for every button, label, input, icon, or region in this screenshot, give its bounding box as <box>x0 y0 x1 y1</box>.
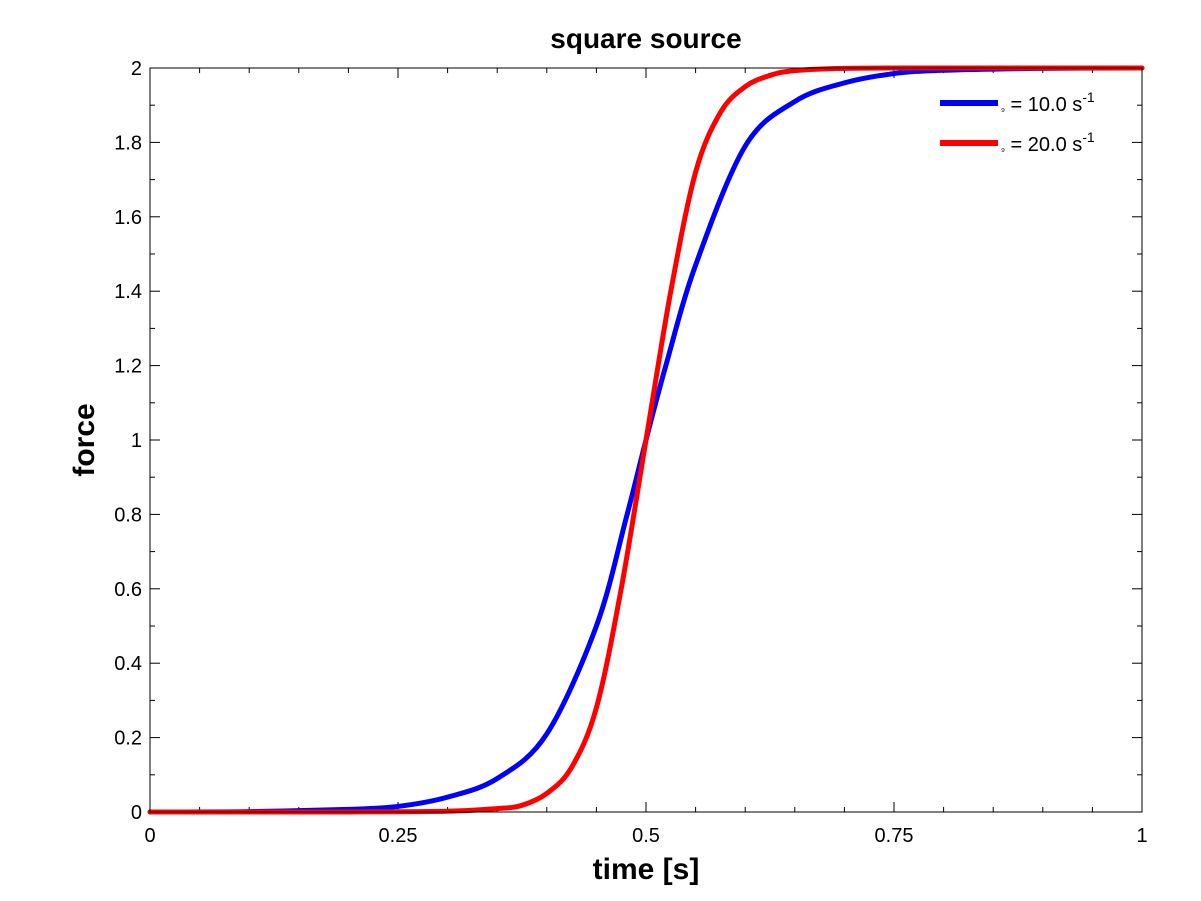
chart-title: square source <box>550 23 741 54</box>
y-tick-label: 1.2 <box>114 356 142 378</box>
x-tick-label: 0.5 <box>632 825 660 847</box>
plot-frame <box>149 67 1143 813</box>
x-axis-label: time [s] <box>593 853 700 886</box>
x-tick-labels: 0 0.25 0.5 0.75 1 <box>144 825 1147 847</box>
y-tick-label: 0.2 <box>114 728 142 750</box>
series-layer <box>147 65 1145 815</box>
y-tick-label: 0.4 <box>114 653 142 675</box>
y-tick-label: 1 <box>131 430 142 452</box>
y-tick-label: 0.6 <box>114 579 142 601</box>
y-tick-labels: 0 0.2 0.4 0.6 0.8 1 1.2 1.4 1.6 1.8 2 <box>114 58 142 824</box>
y-tick-label: 1.4 <box>114 281 142 303</box>
legend-label-1: ₉ = 10.0 s-1 <box>1001 89 1095 116</box>
legend-label-2: ₉ = 20.0 s-1 <box>1001 129 1095 156</box>
series-line-2 <box>147 65 1145 815</box>
y-axis-label: force <box>68 403 101 476</box>
y-tick-label: 0.8 <box>114 504 142 526</box>
y-tick-label: 2 <box>131 58 142 80</box>
y-tick-label: 1.8 <box>114 132 142 154</box>
x-tick-label: 1 <box>1136 825 1147 847</box>
x-tick-label: 0 <box>144 825 155 847</box>
x-tick-label: 0.25 <box>379 825 418 847</box>
x-tick-label: 0.75 <box>875 825 914 847</box>
legend: ₉ = 10.0 s-1 ₉ = 20.0 s-1 <box>940 89 1095 156</box>
y-tick-label: 1.6 <box>114 207 142 229</box>
y-tick-label: 0 <box>131 802 142 824</box>
